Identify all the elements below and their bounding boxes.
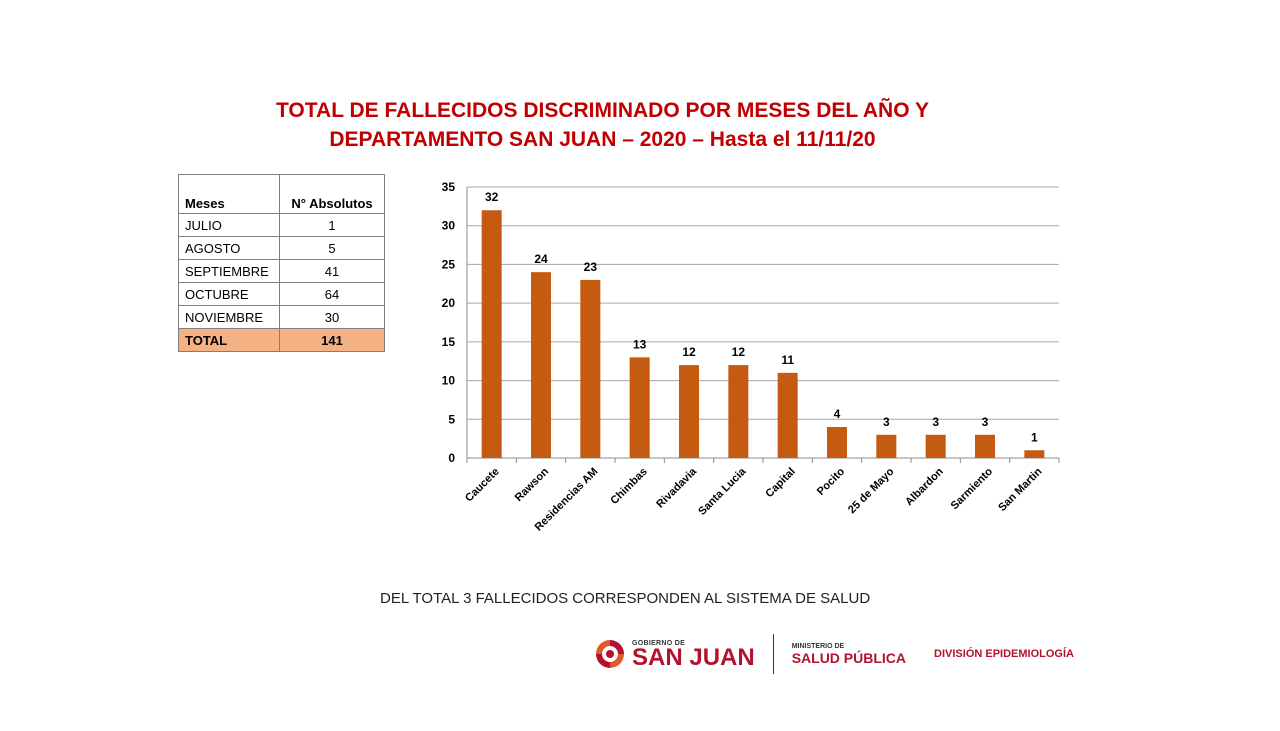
bar bbox=[1024, 450, 1045, 458]
gobierno-big-text: SAN JUAN bbox=[632, 643, 755, 671]
logos-bar: GOBIERNO DE SAN JUAN MINISTERIO DE SALUD… bbox=[592, 632, 1074, 676]
gobierno-logo: GOBIERNO DE SAN JUAN bbox=[592, 636, 755, 672]
row-mes: AGOSTO bbox=[178, 236, 280, 260]
x-tick-label: Sarmiento bbox=[949, 465, 996, 512]
table-row: JULIO 1 bbox=[178, 213, 385, 237]
bar bbox=[827, 427, 847, 458]
y-tick-label: 15 bbox=[442, 335, 456, 349]
row-valor: 41 bbox=[279, 259, 385, 283]
data-label: 1 bbox=[1031, 430, 1038, 444]
row-mes: OCTUBRE bbox=[178, 282, 280, 306]
ministerio-big-text: SALUD PÚBLICA bbox=[791, 649, 907, 666]
x-tick-label: 25 de Mayo bbox=[846, 465, 897, 516]
bar bbox=[531, 272, 551, 458]
data-label: 13 bbox=[633, 337, 647, 351]
data-label: 32 bbox=[485, 190, 499, 204]
x-tick-label: San Martin bbox=[996, 465, 1044, 513]
x-tick-label: Rawson bbox=[513, 465, 552, 504]
total-label: TOTAL bbox=[178, 328, 280, 352]
ministerio-logo: MINISTERIO DE SALUD PÚBLICA bbox=[792, 643, 906, 666]
data-label: 23 bbox=[584, 260, 598, 274]
table-header-meses: Meses bbox=[178, 174, 280, 214]
y-tick-label: 20 bbox=[442, 296, 456, 310]
data-label: 3 bbox=[982, 415, 989, 429]
table-row: SEPTIEMBRE 41 bbox=[178, 259, 385, 283]
row-mes: JULIO bbox=[178, 213, 280, 237]
y-tick-label: 35 bbox=[442, 180, 456, 194]
table-total-row: TOTAL 141 bbox=[178, 328, 385, 352]
gobierno-small-text: GOBIERNO DE bbox=[632, 639, 686, 647]
data-label: 4 bbox=[834, 407, 841, 421]
title-line-1: TOTAL DE FALLECIDOS DISCRIMINADO POR MES… bbox=[275, 99, 929, 122]
row-valor: 30 bbox=[279, 305, 385, 329]
y-tick-label: 10 bbox=[442, 374, 456, 388]
page-title: TOTAL DE FALLECIDOS DISCRIMINADO POR MES… bbox=[0, 96, 1205, 154]
x-tick-label: Pocito bbox=[815, 465, 847, 497]
months-table: Meses N° Absolutos JULIO 1 AGOSTO 5 SEPT… bbox=[178, 174, 385, 352]
x-tick-label: Capital bbox=[763, 466, 797, 500]
bar bbox=[925, 434, 946, 458]
bar bbox=[728, 365, 749, 458]
bar bbox=[580, 279, 601, 458]
x-tick-label: Rivadavia bbox=[654, 465, 699, 510]
table-header-absolutos: N° Absolutos bbox=[279, 174, 385, 214]
bar bbox=[481, 210, 502, 458]
sun-logo-icon bbox=[596, 640, 624, 668]
data-label: 24 bbox=[534, 252, 548, 266]
table-row: NOVIEMBRE 30 bbox=[178, 305, 385, 329]
x-tick-label: Santa Lucia bbox=[696, 465, 749, 518]
total-valor: 141 bbox=[279, 328, 385, 352]
row-mes: SEPTIEMBRE bbox=[178, 259, 280, 283]
row-mes: NOVIEMBRE bbox=[178, 305, 280, 329]
data-label: 11 bbox=[781, 353, 794, 367]
y-tick-label: 30 bbox=[442, 219, 456, 233]
logo-separator bbox=[772, 634, 774, 674]
y-tick-label: 5 bbox=[448, 412, 455, 426]
row-valor: 64 bbox=[279, 282, 385, 306]
data-label: 3 bbox=[883, 415, 890, 429]
table-row: AGOSTO 5 bbox=[178, 236, 385, 260]
x-tick-label: Caucete bbox=[463, 466, 502, 505]
division-text: DIVISIÓN EPIDEMIOLOGÍA bbox=[934, 648, 1074, 660]
data-label: 12 bbox=[732, 345, 746, 359]
bar bbox=[629, 357, 650, 458]
bar bbox=[679, 365, 699, 458]
x-tick-label: Chimbas bbox=[608, 466, 649, 507]
row-valor: 1 bbox=[279, 213, 385, 237]
table-row: OCTUBRE 64 bbox=[178, 282, 385, 306]
x-tick-label: Albardon bbox=[903, 465, 946, 508]
bar bbox=[876, 434, 897, 458]
bar-chart: 0510152025303532Caucete24Rawson23Residen… bbox=[442, 180, 1060, 533]
bar bbox=[777, 372, 798, 458]
footer-note: DEL TOTAL 3 FALLECIDOS CORRESPONDEN AL S… bbox=[380, 590, 871, 607]
ministerio-small-text: MINISTERIO DE bbox=[791, 642, 845, 650]
bar bbox=[975, 434, 995, 458]
title-line-2: DEPARTAMENTO SAN JUAN – 2020 – Hasta el … bbox=[329, 128, 876, 151]
data-label: 3 bbox=[932, 415, 939, 429]
y-tick-label: 0 bbox=[448, 451, 455, 465]
data-label: 12 bbox=[682, 345, 696, 359]
y-tick-label: 25 bbox=[442, 257, 456, 271]
row-valor: 5 bbox=[279, 236, 385, 260]
